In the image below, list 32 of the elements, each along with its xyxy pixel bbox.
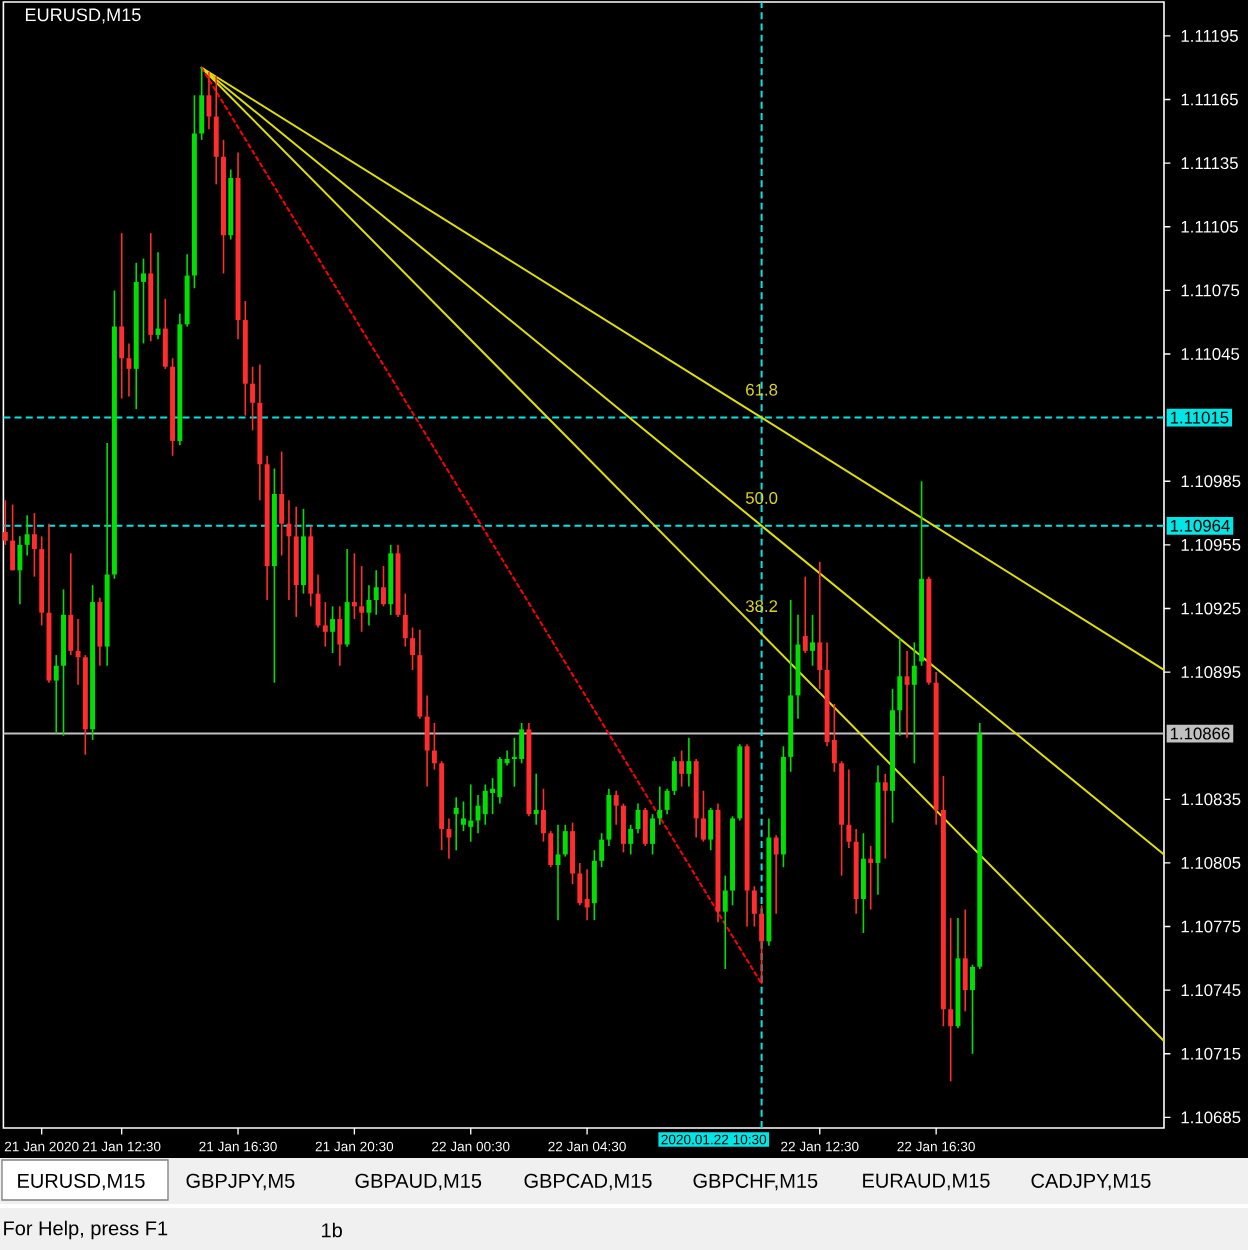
annotation: 61.8 (746, 383, 778, 396)
text: GBPCHF,M15 (693, 1173, 818, 1191)
text: GBPJPY,M5 (186, 1173, 295, 1191)
ref-line-label: 1.11015 (1170, 411, 1229, 424)
ref-line-label: 1.10964 (1170, 519, 1230, 532)
text: For Help, press F1 (4, 1220, 168, 1240)
y-tick-label: 1.11195 (1181, 29, 1238, 42)
y-tick-label: 1.10715 (1181, 1047, 1241, 1060)
y-tick-label: 1.11045 (1181, 348, 1240, 360)
y-tick-label: 1.10835 (1181, 793, 1241, 806)
annotation: 50.0 (745, 491, 778, 504)
y-tick-label: 1.10745 (1181, 984, 1241, 997)
y-tick-label: 1.10685 (1181, 1111, 1241, 1124)
ref-line-label: 1.10866 (1170, 727, 1230, 740)
y-tick-label: 1.10925 (1181, 602, 1241, 615)
y-tick-label: 1.11075 (1181, 284, 1240, 297)
text: GBPAUD,M15 (355, 1173, 482, 1191)
y-tick-label: 1.10805 (1181, 856, 1241, 869)
text: CADJPY,M15 (1031, 1173, 1151, 1191)
y-tick-label: 1.11135 (1181, 157, 1238, 170)
y-tick-label: 1.11105 (1181, 220, 1238, 233)
text: EURAUD,M15 (863, 1173, 990, 1191)
y-tick-label: 1.10895 (1181, 666, 1241, 679)
y-tick-label: 1.10985 (1181, 475, 1241, 488)
text: 1b (322, 1222, 342, 1238)
y-tick-label: 1.10955 (1181, 538, 1241, 551)
text: EURUSD,M15 (18, 1173, 145, 1191)
y-tick-label: 1.10775 (1181, 920, 1241, 933)
annotation: 38.2 (745, 600, 778, 613)
chart-title: EURUSD,M15 (25, 8, 141, 24)
text: GBPCAD,M15 (524, 1173, 652, 1191)
y-tick-label: 1.11165 (1181, 93, 1238, 106)
